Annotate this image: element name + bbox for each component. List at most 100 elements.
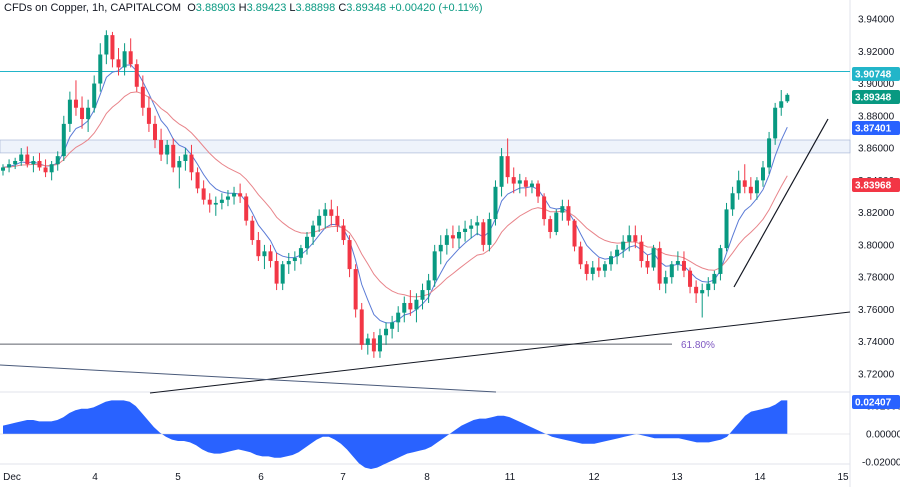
candle-body <box>390 322 395 329</box>
candle-body <box>298 248 303 258</box>
candle-body <box>402 302 407 313</box>
price-tick-label: 3.90000 <box>858 79 895 90</box>
candle-body <box>724 209 729 249</box>
candle-body <box>359 309 364 345</box>
supply-zone <box>0 139 851 154</box>
candle-body <box>712 273 717 284</box>
candle-body <box>669 264 674 278</box>
candle-body <box>609 256 613 265</box>
candle-body <box>414 299 419 310</box>
candle-body <box>238 193 243 197</box>
candle-body <box>244 196 249 221</box>
candle-body <box>329 209 334 216</box>
candle-body <box>146 107 151 124</box>
candle-body <box>219 199 224 203</box>
candle-body <box>657 248 662 284</box>
candle-body <box>663 277 668 284</box>
price-tick-label: 3.72000 <box>858 369 895 380</box>
candle-body <box>627 235 632 242</box>
candle-body <box>353 269 358 310</box>
candle-body <box>408 302 413 310</box>
candle-body <box>371 338 376 352</box>
candle-body <box>675 261 680 265</box>
candle-body <box>730 193 735 210</box>
candle-body <box>171 144 176 168</box>
candle-body <box>578 246 583 265</box>
candle-body <box>700 290 705 294</box>
price-tick-label: 3.74000 <box>858 337 895 348</box>
candle-body <box>767 138 772 168</box>
candle-body <box>7 164 12 168</box>
candle-body <box>73 99 78 108</box>
high-label: H <box>238 2 247 14</box>
candle-body <box>195 172 200 189</box>
candle-body <box>651 248 656 268</box>
price-tick-label: 3.80000 <box>858 240 895 251</box>
low-label: L <box>289 2 296 14</box>
candle-body <box>529 183 534 187</box>
candle-body <box>250 220 255 241</box>
candle-body <box>165 144 170 155</box>
candle-body <box>560 206 565 213</box>
candle-body <box>110 35 115 60</box>
candle-body <box>317 215 322 226</box>
candle-body <box>469 225 474 229</box>
candle-body <box>140 86 145 108</box>
candle-body <box>694 286 699 294</box>
candle-body <box>773 107 778 139</box>
close-value: 3.89348 <box>346 2 387 14</box>
candle-body <box>645 261 650 268</box>
candle-body <box>98 54 103 84</box>
short-term-trendline <box>733 118 829 288</box>
candle-body <box>225 196 230 200</box>
candle-body <box>49 164 54 173</box>
candle-body <box>37 160 42 168</box>
candle-body <box>432 251 437 281</box>
last-price-badge-text: 3.89348 <box>855 93 892 104</box>
candle-body <box>420 290 425 300</box>
candle-body <box>201 188 206 200</box>
candle-body <box>548 219 553 232</box>
candle-body <box>754 180 759 194</box>
candle-body <box>55 156 60 165</box>
candle-body <box>785 94 790 102</box>
price-tick-label: 3.82000 <box>858 208 895 219</box>
candle-body <box>177 160 182 168</box>
candle-body <box>384 328 389 336</box>
oscillator-tick-label: -0.02000 <box>862 458 900 469</box>
candle-body <box>493 186 498 220</box>
ema-slow-line <box>2 91 788 298</box>
symbol-header: CFDs on Copper, 1h, CAPITALCOM O3.88903 … <box>4 2 483 14</box>
candle-body <box>43 167 48 173</box>
descending-trendline <box>0 364 497 393</box>
candle-body <box>688 270 693 287</box>
symbol-title: CFDs on Copper, 1h, CAPITALCOM <box>4 2 182 14</box>
candle-body <box>602 264 607 271</box>
open-value: 3.88903 <box>195 2 236 14</box>
close-label: C <box>338 2 347 14</box>
candle-body <box>25 154 30 165</box>
candle-body <box>706 283 711 291</box>
candle-body <box>377 335 382 352</box>
time-tick-label: 15 <box>837 472 849 483</box>
candle-body <box>523 180 528 187</box>
price-tick-label: 3.94000 <box>858 15 895 26</box>
candle-body <box>92 83 97 108</box>
candle-body <box>116 59 121 68</box>
time-tick-label: 5 <box>175 472 181 483</box>
candle-body <box>475 222 480 226</box>
price-tick-label: 3.78000 <box>858 273 895 284</box>
high-value: 3.89423 <box>246 2 287 14</box>
change-value: +0.00420 (+0.11%) <box>389 2 483 14</box>
candle-body <box>572 220 577 247</box>
candle-body <box>487 219 492 245</box>
candle-body <box>481 222 486 245</box>
candle-body <box>347 240 352 270</box>
time-tick-label: 4 <box>92 472 98 483</box>
fast-ema-badge-text: 3.87401 <box>855 124 892 135</box>
candle-body <box>463 228 468 232</box>
candle-body <box>444 235 449 245</box>
time-tick-label: 13 <box>671 472 683 483</box>
